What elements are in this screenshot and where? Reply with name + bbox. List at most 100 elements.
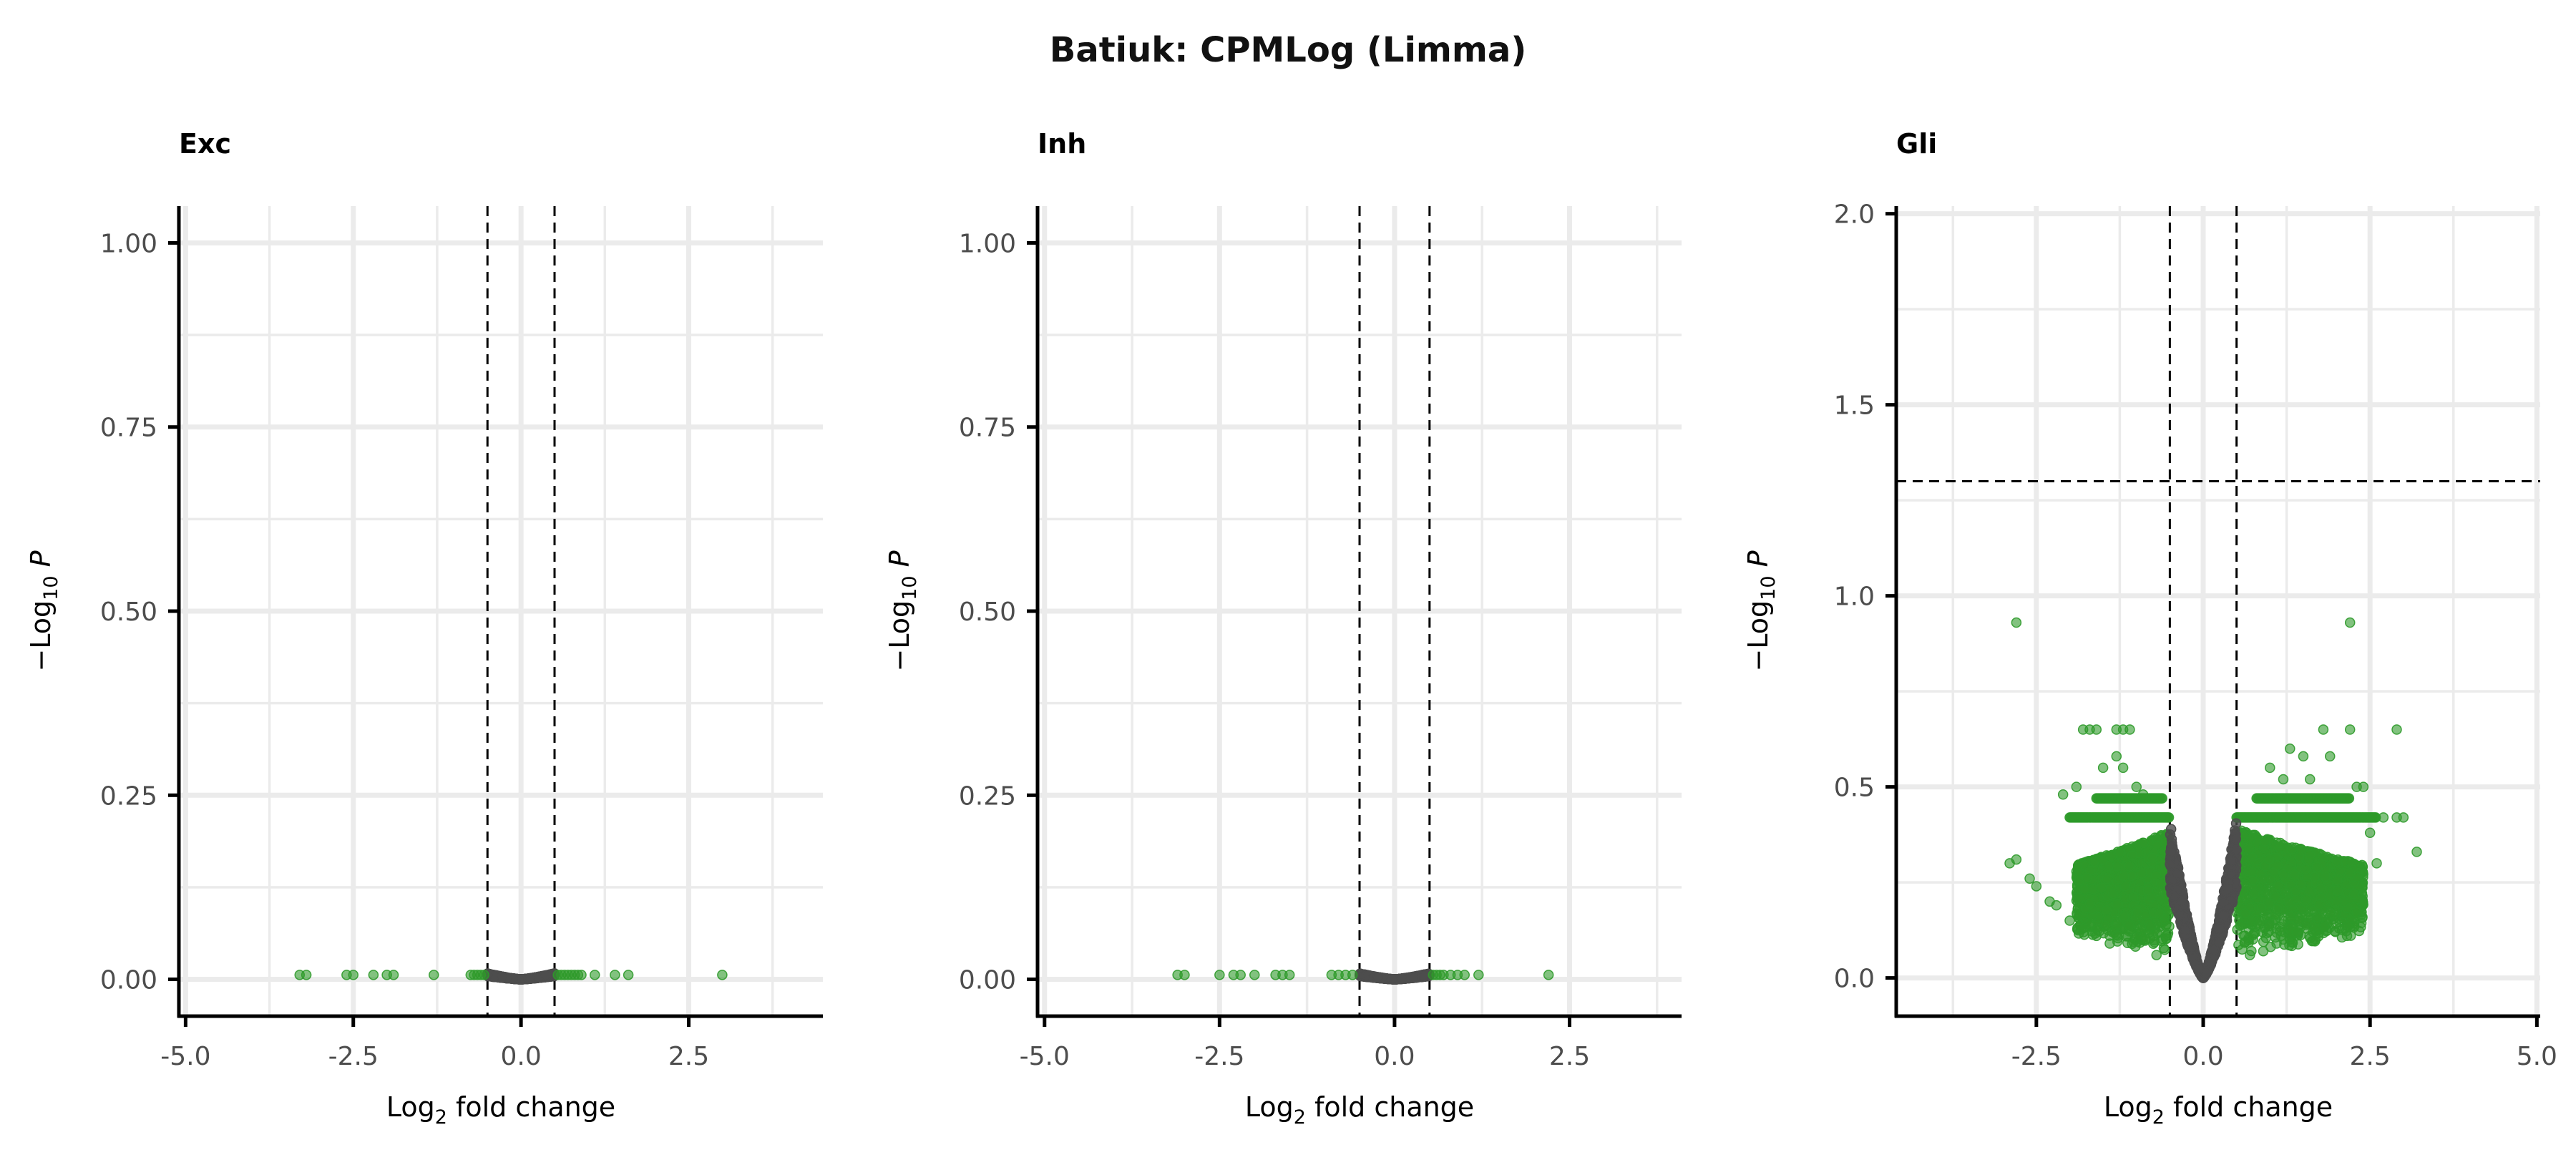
significant-point xyxy=(2296,879,2307,889)
significant-point xyxy=(2087,884,2099,895)
y-tick-label: 0.00 xyxy=(959,966,1016,995)
significant-point xyxy=(2286,844,2298,855)
x-tick-label: -2.5 xyxy=(328,1042,379,1071)
significant-point xyxy=(2132,907,2143,918)
significant-point xyxy=(2309,936,2321,947)
y-axis-label: −Log10 P xyxy=(884,550,921,671)
significant-point xyxy=(2164,921,2175,932)
significant-point xyxy=(2270,891,2281,902)
significant-point xyxy=(2313,899,2324,910)
panel-title: Gli xyxy=(1896,128,1937,160)
significant-point xyxy=(2102,873,2113,884)
significant-point xyxy=(2248,930,2258,940)
x-tick-label: 0.0 xyxy=(500,1042,541,1071)
significant-point xyxy=(2239,937,2250,948)
significant-point xyxy=(610,970,620,980)
panel-title: Exc xyxy=(179,128,231,160)
significant-point xyxy=(2275,837,2285,849)
significant-point xyxy=(479,970,489,980)
significant-point xyxy=(2154,907,2165,919)
nonsignificant-point xyxy=(540,970,552,981)
significant-point xyxy=(2344,867,2356,879)
significant-point xyxy=(2089,856,2100,867)
significant-point xyxy=(1214,970,1225,980)
y-tick-label: 0.50 xyxy=(100,598,157,627)
y-axis-label: −Log10 P xyxy=(25,550,62,671)
significant-point xyxy=(429,970,439,980)
significant-point xyxy=(2120,931,2132,942)
significant-point xyxy=(2247,875,2258,886)
panel-exc: Exc -5.0 -2.5 0.0 2.50.000.250.500.751.00 L… xyxy=(25,128,823,1129)
x-tick-label: -5.0 xyxy=(1020,1042,1070,1071)
significant-point xyxy=(1249,970,1260,980)
x-tick-label: 2.5 xyxy=(1549,1042,1590,1071)
significant-point xyxy=(2108,888,2119,900)
data-points xyxy=(2004,617,2422,983)
significant-point xyxy=(2332,875,2343,886)
nonsignificant-point xyxy=(1418,971,1429,983)
tick-labels: -5.0 -2.5 0.0 2.50.000.250.500.751.00 xyxy=(959,229,1590,1071)
significant-point xyxy=(2331,918,2341,929)
significant-point xyxy=(2285,912,2296,922)
significant-point xyxy=(2263,921,2275,932)
significant-point xyxy=(2247,852,2258,863)
significant-point xyxy=(2304,849,2316,860)
y-tick-label: 1.00 xyxy=(100,229,157,258)
x-axis-label: Log2 fold change xyxy=(1245,1091,1474,1129)
y-tick-label: 0.75 xyxy=(959,414,1016,443)
nonsignificant-point xyxy=(1396,973,1407,984)
axes xyxy=(1027,206,1682,1027)
y-tick-label: 0.25 xyxy=(959,781,1016,811)
significant-point xyxy=(2106,851,2117,862)
significant-point xyxy=(2157,793,2167,804)
significant-point xyxy=(2294,851,2305,862)
significant-point xyxy=(2079,884,2090,895)
y-tick-label: 0.75 xyxy=(100,414,157,443)
nonsignificant-point xyxy=(1409,972,1420,983)
significant-point xyxy=(2331,856,2343,867)
x-tick-label: -2.5 xyxy=(1194,1042,1244,1071)
significant-point xyxy=(2127,850,2137,861)
significant-point xyxy=(2142,885,2154,896)
significant-point xyxy=(2147,852,2158,863)
significant-point xyxy=(1284,970,1295,980)
significant-point xyxy=(2320,871,2331,882)
panel-inh: Inh -5.0 -2.5 0.0 2.50.000.250.500.751.00 L… xyxy=(884,128,1682,1129)
nonsignificant-point xyxy=(1372,973,1383,983)
x-tick-label: 2.5 xyxy=(668,1042,709,1071)
significant-point xyxy=(2163,812,2175,823)
panel-title: Inh xyxy=(1038,128,1086,160)
significant-point xyxy=(1235,970,1246,980)
significant-point xyxy=(368,970,379,980)
significant-point xyxy=(2096,882,2107,893)
gridlines xyxy=(179,206,823,1016)
y-tick-label: 0.50 xyxy=(959,598,1016,627)
significant-point xyxy=(1473,970,1484,980)
gridlines xyxy=(1896,206,2540,1016)
significant-point xyxy=(2256,902,2267,913)
significant-point xyxy=(1543,970,1554,980)
y-tick-label: 0.00 xyxy=(100,966,157,995)
significant-point xyxy=(2253,919,2265,930)
tick-labels: -5.0 -2.5 0.0 2.50.000.250.500.751.00 xyxy=(100,229,709,1071)
significant-point xyxy=(2140,934,2152,945)
cutoff-lines xyxy=(1896,206,2540,1016)
significant-point xyxy=(2240,907,2250,919)
significant-point xyxy=(2082,872,2092,884)
significant-point xyxy=(2272,859,2283,871)
significant-point xyxy=(2112,900,2122,910)
cutoff-lines xyxy=(486,206,556,1016)
significant-point xyxy=(2124,920,2135,931)
significant-point xyxy=(2351,907,2362,918)
significant-point xyxy=(388,970,399,980)
significant-point xyxy=(1179,970,1190,980)
significant-point xyxy=(2101,905,2112,916)
significant-point xyxy=(2130,932,2141,943)
significant-point xyxy=(2319,921,2330,932)
significant-point xyxy=(2112,861,2123,872)
significant-point xyxy=(2300,864,2311,875)
significant-point xyxy=(2315,883,2326,894)
x-axis-label: Log2 fold change xyxy=(386,1091,615,1129)
nonsignificant-point xyxy=(1387,974,1398,985)
